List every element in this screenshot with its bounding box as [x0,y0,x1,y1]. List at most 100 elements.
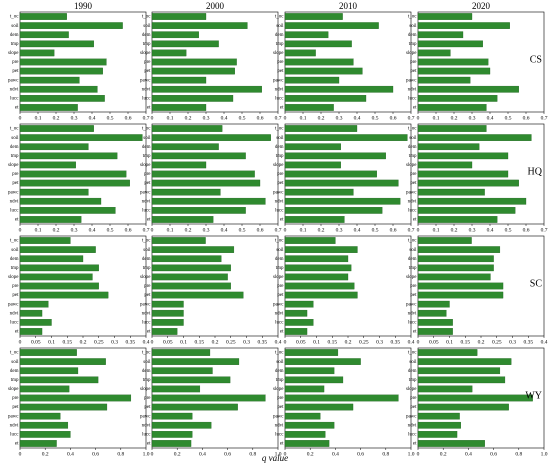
y-tick-label: pre [12,284,19,289]
y-tick-label: t_oc [10,127,19,132]
y-tick-label: pre [277,60,284,65]
x-tick-label: 1.0 [408,451,415,457]
x-tick-label: 0.6 [523,227,530,233]
y-tick-label: dem [10,33,19,38]
bar [417,319,453,326]
y-tick-label: slope [406,51,417,56]
bar [284,197,401,205]
y-tick-label: slope [140,51,151,56]
panel-title: 1990 [74,1,93,11]
bar [417,152,509,160]
bar [151,367,213,375]
y-tick-label: slope [273,275,284,280]
bar [284,143,341,151]
bar [284,412,321,420]
y-tick-label: slope [140,275,151,280]
bar [417,58,489,66]
y-tick-label: slope [140,387,151,392]
y-tick-label: et [280,106,284,111]
x-tick-label: 0 [19,115,22,121]
y-tick-label: soil [409,24,417,29]
x-tick-label: 0.25 [492,339,502,345]
bar [417,85,519,93]
x-tick-label: 0 [151,339,154,345]
bar [417,216,498,223]
y-tick-label: lucc [142,321,151,326]
x-tick-label: 0.3 [71,227,78,233]
x-tick-label: 0 [417,115,420,121]
x-tick-label: 0 [151,227,154,233]
bar [417,309,447,317]
x-tick-label: 0 [417,227,420,233]
y-tick-label: et [15,218,19,223]
y-tick-label: pawc [140,78,151,83]
x-tick-label: 0 [19,339,22,345]
y-tick-label: pawc [140,414,151,419]
bar [151,255,222,263]
y-tick-label: tmp [276,42,284,47]
x-tick-label: 0.4 [354,115,361,121]
y-tick-label: pet [277,405,284,410]
y-tick-label: dem [142,257,151,262]
y-tick-label: t_oc [408,239,417,244]
bar [151,394,266,402]
x-tick-label: 0.6 [357,451,364,457]
y-tick-label: tmp [11,154,19,159]
x-tick-label: 0.4 [465,451,472,457]
y-tick-label: pre [144,396,151,401]
bar [284,207,383,214]
x-tick-label: 0.7 [275,115,282,121]
bar [151,197,266,205]
x-tick-label: 0.7 [541,227,548,233]
bar [151,207,246,214]
bar [151,282,231,290]
y-tick-label: lucc [275,433,284,438]
x-tick-label: 0.05 [31,339,41,345]
bar [284,125,358,132]
x-tick-label: 0.4 [332,451,339,457]
x-tick-label: 0.7 [143,227,150,233]
y-tick-label: lucc [275,321,284,326]
bar [284,67,363,75]
bar [151,431,193,438]
bar [284,31,329,39]
bar [151,237,206,244]
y-tick-label: tmp [409,378,417,383]
bar [151,13,207,20]
x-tick-label: 0.1 [300,227,307,233]
panel-title: 2020 [472,1,491,11]
bar [19,394,132,402]
bar [417,440,485,447]
bar [151,216,214,223]
y-tick-label: pet [277,293,284,298]
y-tick-label: slope [273,387,284,392]
y-tick-label: tmp [409,42,417,47]
y-tick-label: ndvi [408,87,418,92]
bar [19,358,106,365]
y-tick-label: ndvi [275,87,285,92]
y-tick-label: t_oc [10,239,19,244]
x-tick-label: 0.2 [80,339,87,345]
bar [19,76,80,84]
bar [151,412,193,420]
x-tick-label: 0.4 [89,115,96,121]
x-tick-label: 0.1 [446,339,453,345]
y-tick-label: dem [275,33,284,38]
x-tick-label: 0.2 [318,115,325,121]
x-tick-label: 0.2 [318,227,325,233]
x-tick-label: 0.5 [107,115,114,121]
y-tick-label: lucc [142,97,151,102]
bar [417,76,471,84]
bar [151,152,246,160]
y-tick-label: et [280,442,284,447]
y-tick-label: soil [143,136,151,141]
bar [417,282,504,290]
y-tick-label: pre [410,396,417,401]
bar [151,273,228,281]
y-tick-label: slope [406,275,417,280]
bar [19,237,71,244]
bar [284,85,394,93]
bar [284,152,386,160]
y-tick-label: pawc [8,190,19,195]
x-tick-label: 0.6 [224,451,231,457]
